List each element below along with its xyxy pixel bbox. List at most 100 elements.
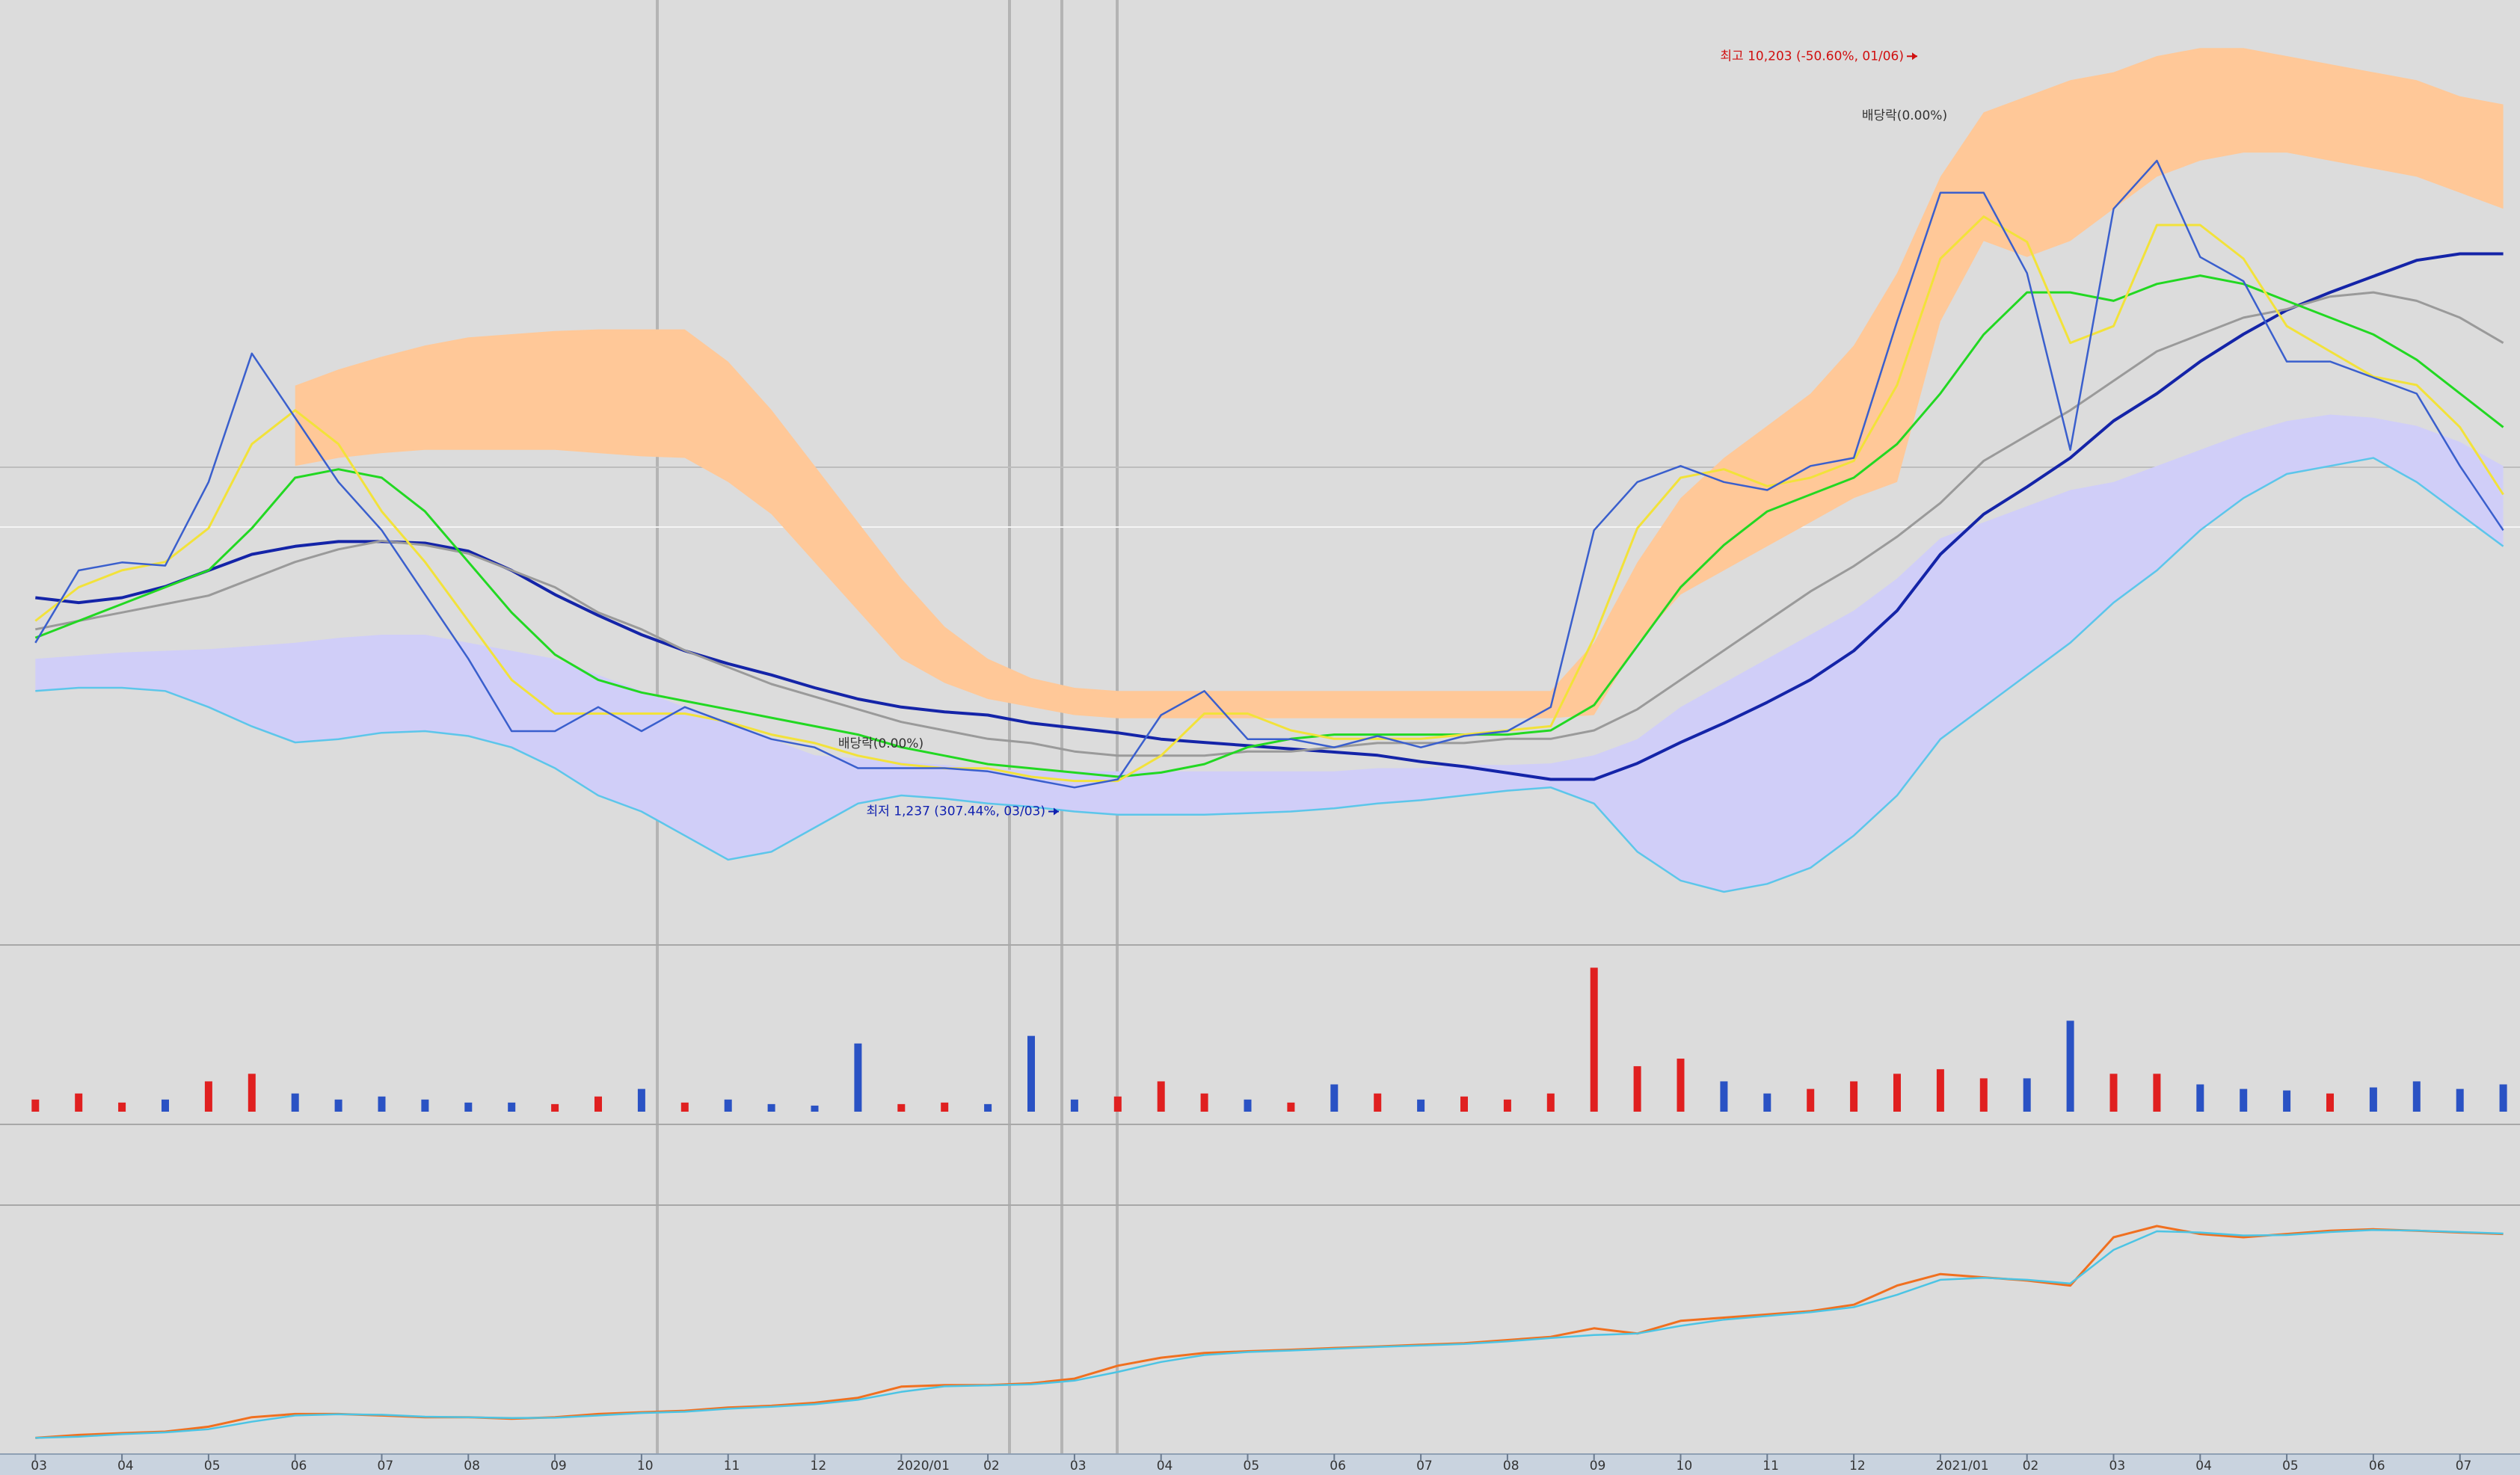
volume-bar — [897, 1103, 906, 1112]
volume-bar — [2153, 1074, 2161, 1112]
x-tick-label: 02 — [2023, 1459, 2039, 1474]
volume-bar — [2196, 1084, 2204, 1112]
x-tick-label: 03 — [31, 1459, 47, 1474]
volume-bar — [2412, 1081, 2421, 1112]
x-tick-label: 04 — [2195, 1459, 2212, 1474]
x-tick-label: 07 — [1416, 1459, 1433, 1474]
volume-bar — [1763, 1093, 1771, 1112]
series-line — [35, 1229, 2504, 1439]
volume-bar — [2326, 1093, 2334, 1112]
volume-bar — [1503, 1099, 1511, 1112]
extreme-label: 최고 10,203 (-50.60%, 01/06) — [1720, 49, 1904, 64]
x-tick-label: 2021/01 — [1936, 1459, 1989, 1474]
x-tick-label: 04 — [117, 1459, 134, 1474]
volume-bar — [1417, 1099, 1425, 1112]
x-tick-label: 09 — [1590, 1459, 1606, 1474]
volume-bar — [1979, 1078, 1988, 1112]
volume-bar — [75, 1093, 83, 1112]
volume-bar — [854, 1043, 862, 1112]
volume-bar — [31, 1099, 40, 1112]
volume-bar — [1850, 1081, 1858, 1112]
volume-bar — [594, 1096, 602, 1112]
extreme-label: 최저 1,237 (307.44%, 03/03) — [867, 804, 1045, 819]
extreme-arrow — [1912, 52, 1917, 61]
volume-bar — [811, 1105, 819, 1112]
volume-bar — [1720, 1081, 1728, 1112]
volume-bar — [680, 1102, 689, 1112]
dividend-label: 배당락(0.00%) — [1862, 108, 1947, 123]
volume-bar — [1330, 1084, 1339, 1112]
x-tick-label: 10 — [1677, 1459, 1693, 1474]
volume-bar — [984, 1103, 992, 1112]
volume-bar — [2456, 1088, 2464, 1112]
x-tick-label: 06 — [291, 1459, 307, 1474]
volume-bar — [421, 1099, 429, 1112]
volume-bar — [334, 1099, 342, 1112]
x-tick-label: 2020/01 — [897, 1459, 950, 1474]
x-axis-strip — [0, 1454, 2520, 1475]
x-tick-label: 03 — [2109, 1459, 2126, 1474]
volume-bar — [767, 1103, 775, 1112]
band-area — [295, 48, 2504, 718]
x-tick-label: 11 — [1763, 1459, 1779, 1474]
volume-bar — [1200, 1093, 1208, 1112]
volume-bar — [508, 1102, 516, 1112]
x-tick-label: 09 — [550, 1459, 567, 1474]
x-tick-label: 07 — [2456, 1459, 2472, 1474]
x-tick-label: 08 — [1503, 1459, 1519, 1474]
extreme-arrow — [1054, 807, 1059, 816]
volume-bar — [1590, 967, 1598, 1112]
volume-bar — [1244, 1099, 1252, 1112]
x-tick-label: 02 — [983, 1459, 1000, 1474]
volume-bar — [118, 1102, 126, 1112]
volume-bar — [204, 1081, 212, 1112]
x-tick-label: 06 — [1330, 1459, 1346, 1474]
series-line — [34, 159, 2504, 789]
volume-bar — [464, 1102, 473, 1112]
volume-bar — [378, 1096, 386, 1112]
volume-bar — [248, 1074, 256, 1112]
band-edge — [35, 457, 2504, 893]
x-tick-label: 11 — [724, 1459, 740, 1474]
volume-bar — [1677, 1059, 1685, 1112]
volume-bar — [162, 1099, 169, 1112]
volume-bar — [724, 1099, 732, 1112]
dividend-label: 배당락(0.00%) — [838, 736, 924, 751]
series-line — [35, 291, 2504, 757]
volume-bar — [1633, 1066, 1641, 1112]
x-tick-label: 03 — [1070, 1459, 1087, 1474]
volume-bar — [2240, 1088, 2248, 1112]
x-tick-label: 05 — [1244, 1459, 1260, 1474]
volume-bar — [2499, 1084, 2507, 1112]
series-line — [35, 252, 2504, 781]
band-area — [35, 414, 2504, 892]
x-tick-label: 10 — [637, 1459, 654, 1474]
volume-bar — [1893, 1074, 1901, 1112]
series-line — [34, 274, 2504, 778]
x-tick-label: 08 — [464, 1459, 480, 1474]
volume-bar — [1157, 1081, 1165, 1112]
volume-bar — [1546, 1093, 1555, 1112]
volume-bar — [1287, 1102, 1295, 1112]
volume-bar — [2109, 1074, 2118, 1112]
x-tick-label: 07 — [378, 1459, 394, 1474]
volume-bar — [2369, 1087, 2377, 1112]
volume-bar — [1070, 1099, 1078, 1112]
volume-bar — [637, 1088, 645, 1112]
volume-bar — [1113, 1096, 1122, 1112]
volume-bar — [1936, 1069, 1944, 1112]
volume-bar — [941, 1102, 949, 1112]
volume-bar — [551, 1103, 559, 1112]
x-tick-label: 05 — [204, 1459, 221, 1474]
x-tick-label: 04 — [1157, 1459, 1173, 1474]
volume-bar — [2066, 1020, 2074, 1112]
volume-bar — [2023, 1078, 2031, 1112]
volume-bar — [1460, 1096, 1468, 1112]
volume-bar — [1374, 1093, 1382, 1112]
x-tick-label: 05 — [2282, 1459, 2299, 1474]
volume-bar — [1807, 1088, 1815, 1112]
x-tick-label: 06 — [2369, 1459, 2385, 1474]
volume-bar — [1027, 1035, 1035, 1112]
